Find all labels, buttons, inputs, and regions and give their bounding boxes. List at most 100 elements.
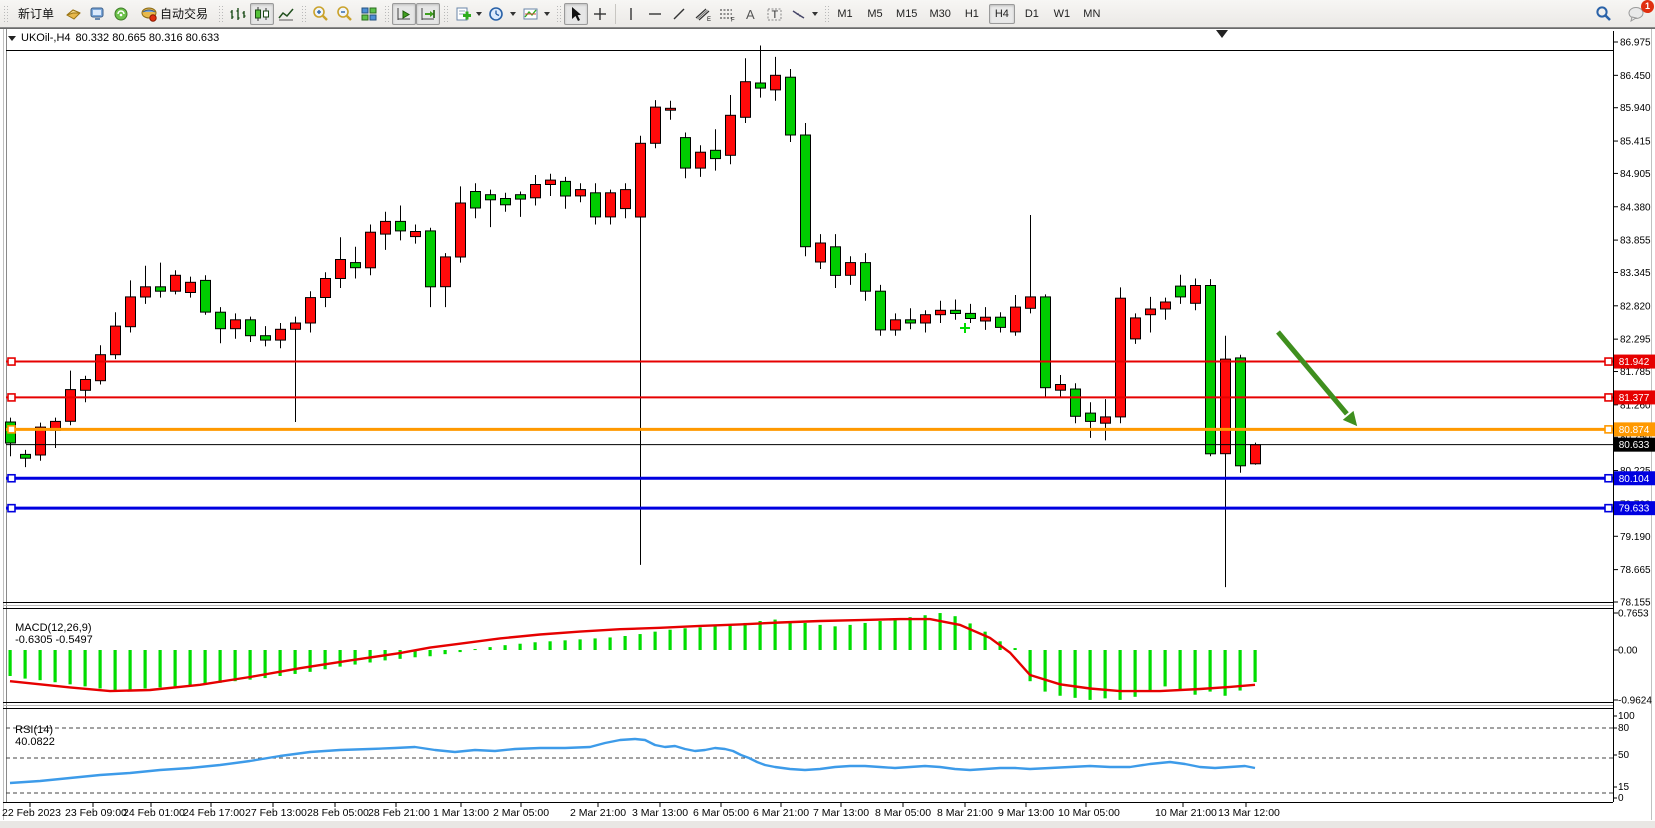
- timeframe-m1-button[interactable]: M1: [832, 4, 858, 24]
- text-label-button[interactable]: T: [763, 3, 787, 25]
- status-strip: [0, 821, 1655, 828]
- macd-histogram-bar: [743, 622, 747, 650]
- timeframe-d1-button[interactable]: D1: [1019, 4, 1045, 24]
- line-chart-icon: [278, 8, 294, 20]
- line-handle[interactable]: [7, 473, 16, 483]
- crosshair-icon: [594, 7, 607, 20]
- cursor-button[interactable]: [564, 2, 589, 25]
- new-chart-button[interactable]: [451, 3, 485, 25]
- zoom-out-icon: [337, 6, 352, 21]
- toolbar-grip: [218, 4, 224, 23]
- price-badge-81.942: [1614, 354, 1655, 369]
- periods-button[interactable]: [485, 3, 519, 25]
- price-badge-81.377: [1614, 390, 1655, 405]
- timeframe-h1-button[interactable]: H1: [959, 4, 985, 24]
- line-handle[interactable]: [7, 503, 16, 513]
- candlestick-chart-button[interactable]: [250, 2, 275, 25]
- z oom-in-icon: [313, 6, 328, 21]
- macd-histogram-bar: [1178, 650, 1182, 690]
- tile-windows-button[interactable]: [357, 3, 381, 25]
- timeframe-m30-button[interactable]: M30: [925, 4, 954, 24]
- signals-button[interactable]: [109, 3, 133, 25]
- arrows-tool-button[interactable]: [787, 3, 821, 25]
- zoom-out-button[interactable]: [333, 3, 357, 25]
- price-tick-label: 84.905: [1620, 169, 1651, 180]
- time-tick-label: 2 Mar 05:00: [493, 807, 549, 819]
- candle: [1175, 274, 1186, 304]
- macd-histogram-bar: [233, 650, 237, 682]
- terminal-icon: [90, 7, 104, 20]
- rsi-indicator-label: RSI(14) 40.0822: [9, 712, 55, 748]
- timeframe-h4-button[interactable]: H4: [988, 3, 1015, 24]
- candle: [710, 129, 721, 171]
- chart-shift-button[interactable]: [416, 2, 441, 25]
- line-handle[interactable]: [1604, 393, 1613, 402]
- new-order-button[interactable]: 新订单: [11, 3, 61, 25]
- text-button[interactable]: A: [739, 3, 763, 25]
- trend-arrow[interactable]: [1276, 330, 1349, 416]
- timeframe-m15-button[interactable]: M15: [892, 4, 921, 24]
- history-icon: [65, 8, 81, 20]
- history-button[interactable]: [61, 3, 85, 25]
- plus-marker[interactable]: [960, 323, 970, 333]
- candle: [245, 316, 256, 342]
- macd-histogram-bar: [1043, 650, 1047, 692]
- macd-signal-line: [9, 617, 1256, 693]
- macd-histogram-bar: [1253, 650, 1257, 683]
- auto-trading-button[interactable]: 自动交易: [133, 3, 215, 25]
- line-handle[interactable]: [1604, 425, 1613, 434]
- horizontal-line-button[interactable]: [643, 3, 667, 25]
- line-handle[interactable]: [7, 425, 16, 434]
- price-tick-label: 86.975: [1620, 38, 1651, 49]
- fibonacci-button[interactable]: F: [715, 3, 739, 25]
- candle: [680, 132, 691, 179]
- rsi-axis-label: 50: [1618, 750, 1630, 761]
- macd-histogram-bar: [653, 631, 657, 650]
- vertical-line-button[interactable]: [619, 3, 643, 25]
- rsi-axis-label: 100: [1618, 711, 1635, 722]
- templates-icon: [523, 8, 538, 19]
- candle: [1025, 215, 1036, 314]
- crosshair-button[interactable]: [588, 3, 612, 25]
- line-handle[interactable]: [1604, 473, 1613, 483]
- zoom-in-button[interactable]: [309, 3, 333, 25]
- candle: [530, 175, 541, 206]
- candle: [470, 183, 481, 219]
- trendline-button[interactable]: [667, 3, 691, 25]
- notifications-button[interactable]: 1: [1624, 0, 1654, 25]
- timeframe-w1-button[interactable]: W1: [1049, 4, 1075, 24]
- line-handle[interactable]: [7, 393, 16, 402]
- price-tick-label: 84.380: [1620, 202, 1651, 213]
- auto-scroll-button[interactable]: [392, 2, 417, 25]
- timeframe-mn-button[interactable]: MN: [1079, 4, 1105, 24]
- terminal-button[interactable]: [85, 3, 109, 25]
- equidistant-channel-button[interactable]: E: [691, 3, 715, 25]
- svg-text:A: A: [746, 7, 755, 22]
- macd-histogram-bar: [293, 650, 297, 674]
- candle: [830, 234, 841, 288]
- search-button[interactable]: [1592, 3, 1616, 25]
- line-handle[interactable]: [7, 357, 16, 366]
- trend-arrow-head[interactable]: [1342, 410, 1358, 427]
- candle: [1115, 287, 1126, 424]
- line-chart-button[interactable]: [274, 3, 298, 25]
- candle: [275, 323, 286, 349]
- macd-histogram-bar: [878, 621, 882, 650]
- chart-shift-marker[interactable]: [1216, 30, 1228, 38]
- bar-chart-button[interactable]: [226, 3, 250, 25]
- line-handle[interactable]: [1604, 503, 1613, 513]
- candle: [620, 183, 631, 219]
- price-badge-label: 81.377: [1619, 393, 1650, 404]
- candle: [980, 307, 991, 330]
- time-tick-label: 10 Mar 05:00: [1058, 807, 1120, 819]
- line-handle[interactable]: [1604, 357, 1613, 366]
- rsi-value: 40.0822: [15, 736, 55, 748]
- templates-button[interactable]: [519, 3, 553, 25]
- chart-collapse-icon[interactable]: [8, 35, 16, 41]
- time-tick-label: 13 Mar 12:00: [1218, 807, 1280, 819]
- timeframe-m5-button[interactable]: M5: [862, 4, 888, 24]
- macd-histogram-bar: [68, 650, 72, 685]
- candle: [485, 189, 496, 228]
- chart-symbol-period: UKOil-,H4: [21, 32, 71, 44]
